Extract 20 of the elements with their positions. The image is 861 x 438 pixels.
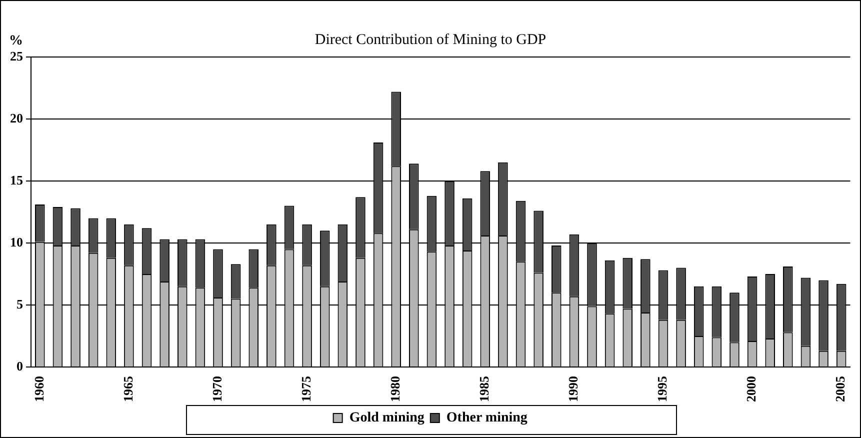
x-tick-label: 1970 <box>209 376 224 402</box>
y-tick-label: 5 <box>16 296 24 312</box>
legend-label: Gold mining <box>349 410 424 426</box>
x-tick-label: 1980 <box>387 376 402 402</box>
y-tick-label: 0 <box>16 358 23 374</box>
x-tick-label: 1985 <box>476 376 492 402</box>
y-tick-label: 25 <box>10 48 24 64</box>
x-tick-label: 1975 <box>298 376 314 402</box>
x-tick-label: 1965 <box>120 376 136 402</box>
x-tick-label: 2005 <box>832 376 848 402</box>
y-axis-title: % <box>9 34 23 49</box>
x-tick-label: 2000 <box>744 376 759 402</box>
y-tick-label: 10 <box>10 234 23 250</box>
y-tick-label: 20 <box>10 110 23 126</box>
x-tick-label: 1995 <box>654 376 670 402</box>
x-tick-label: 1960 <box>31 376 46 402</box>
x-tick-label: 1990 <box>566 376 581 402</box>
chart-title: Direct Contribution of Mining to GDP <box>314 32 546 48</box>
legend-label: Other mining <box>446 410 528 426</box>
y-tick-label: 15 <box>10 172 24 188</box>
